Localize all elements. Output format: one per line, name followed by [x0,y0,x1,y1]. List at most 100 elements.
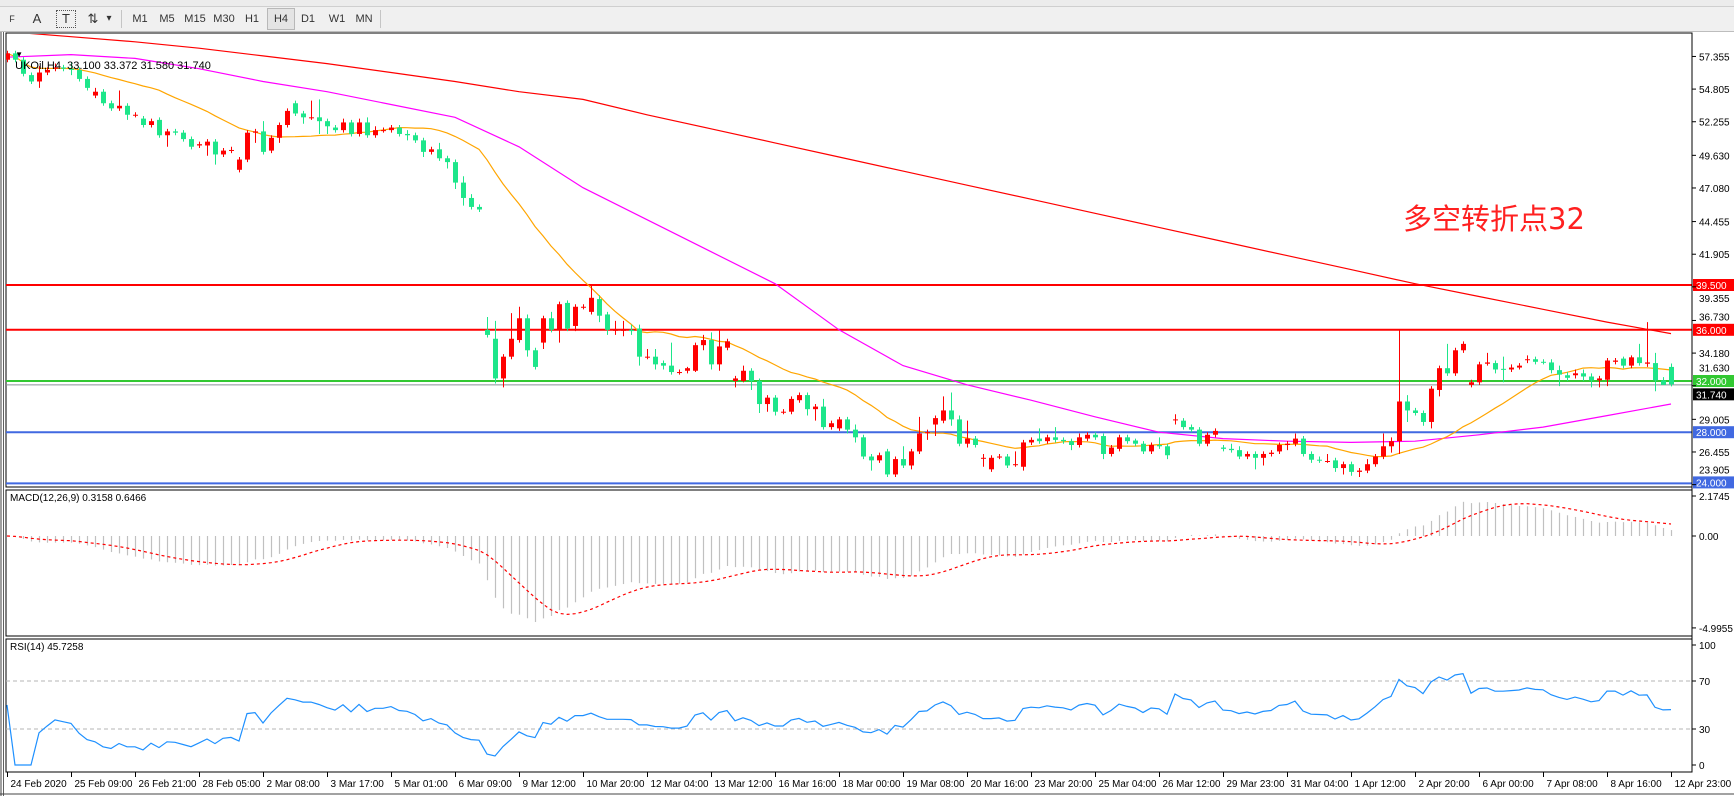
price-tick-label: 26.455 [1699,448,1730,459]
price-tag [1693,388,1734,401]
candle [1021,439,1026,471]
window-border [3,32,4,796]
candle [709,332,714,370]
candle [917,416,922,454]
time-tick-label: 24 Feb 2020 [11,779,68,790]
timeframe-m15[interactable]: M15 [184,13,206,25]
candle-body [1549,362,1554,371]
candle [1245,451,1250,460]
price-tag-label: 28.000 [1696,428,1727,439]
candle [1413,407,1418,416]
grid-icon[interactable]: F [9,14,15,24]
candle [1453,347,1458,376]
window-border [0,32,2,796]
time-tick-label: 25 Feb 09:00 [75,779,133,790]
candle [53,63,58,72]
candle [1197,427,1202,447]
candle [1661,377,1666,385]
candle [1597,375,1602,388]
candle-body [645,356,650,358]
candle-body [621,329,626,331]
candle-body [1077,437,1082,445]
time-tick-label: 9 Mar 12:00 [523,779,577,790]
price-tag-label: 39.500 [1696,281,1727,292]
candle-body [285,110,290,125]
candle [229,146,234,154]
candle [1005,453,1010,469]
candle-body [1205,434,1210,444]
top-toolbar-strip [0,0,1734,7]
candle [629,324,634,335]
candle [757,378,762,413]
rsi-tick-label: 30 [1699,725,1711,736]
arrows-icon[interactable]: ⇅ [87,11,99,26]
price-tick-label: 41.905 [1699,250,1730,261]
candle [21,57,26,77]
collapse-triangle-icon[interactable]: ▼ [15,50,24,59]
candle-body [1117,437,1122,449]
candle [1541,359,1546,365]
candle-body [373,130,378,136]
candle-body [349,122,354,134]
chevron-down-icon[interactable]: ▾ [106,13,112,24]
candle [1493,360,1498,374]
candle-body [1373,456,1378,465]
candle-body [261,131,266,152]
candle-body [1629,357,1634,366]
candle-body [165,131,170,136]
price-tag-label: 31.740 [1696,390,1727,401]
candle [6,50,10,63]
candle [1117,434,1122,452]
candle [301,110,306,124]
candle-body [725,341,730,348]
candle [837,416,842,431]
timeframe-m30[interactable]: M30 [213,13,235,25]
candle [765,395,770,412]
candle [421,137,426,157]
candle [61,64,66,72]
candle-body [1613,360,1618,362]
timeframe-m1[interactable]: M1 [132,13,148,25]
timeframe-h4[interactable]: H4 [267,8,295,30]
candle-body [253,131,258,133]
candle-body [1669,366,1674,385]
candle-body [109,103,114,109]
candle-body [1493,363,1498,370]
timeframe-m5[interactable]: M5 [159,13,175,25]
candle-body [1301,438,1306,454]
candle [1125,434,1130,444]
candle-body [1269,452,1274,454]
candle [413,132,418,143]
rsi-tick-label: 70 [1699,677,1711,688]
time-tick-label: 26 Mar 12:00 [1163,779,1221,790]
price-axis: 39.500 36.000 32.000 28.000 24.000 31.740 57.3… [1691,33,1734,772]
time-tick-label: 6 Apr 00:00 [1483,779,1535,790]
text-icon[interactable]: A [32,11,42,26]
candle-body [1317,459,1322,461]
timeframe-mn[interactable]: MN [355,13,373,25]
candle [1509,364,1514,373]
candle [397,125,402,137]
timeframe-w1[interactable]: W1 [328,13,346,25]
candle [157,117,162,138]
candle-body [805,395,810,410]
candle [1133,438,1138,447]
time-tick-label: 3 Mar 17:00 [331,779,385,790]
candle [437,142,442,161]
candle-body [1557,370,1562,375]
candle [1605,357,1610,387]
timeframe-d1[interactable]: D1 [300,13,316,25]
candle [365,117,370,138]
timeframe-h1[interactable]: H1 [244,13,260,25]
candle [1389,437,1394,453]
candle-body [453,162,458,183]
price-tick-label: 23.905 [1699,466,1730,477]
text-label-icon[interactable]: T [56,10,76,28]
candle [717,329,722,371]
candle [1397,329,1402,454]
annotation-text[interactable]: 多空转折点32 [1403,202,1585,236]
candle [741,365,746,383]
price-tick-label: 29.005 [1699,415,1730,426]
candle [453,159,458,189]
